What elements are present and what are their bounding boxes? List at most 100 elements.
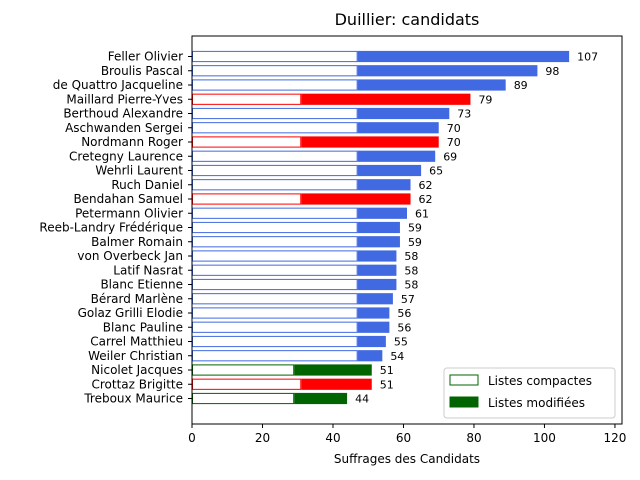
legend-label-modified: Listes modifiées — [488, 396, 585, 410]
y-tick-label: von Overbeck Jan — [77, 249, 183, 263]
bar-value-label: 58 — [404, 250, 418, 263]
bar-compact — [192, 364, 295, 376]
y-tick-label: Ruch Daniel — [111, 178, 183, 192]
bar-modified — [301, 193, 411, 205]
bar-compact — [192, 350, 358, 362]
bar-compact — [192, 122, 358, 134]
legend-label-compact: Listes compactes — [488, 374, 592, 388]
bar-modified — [357, 179, 411, 191]
bar-value-label: 57 — [401, 293, 415, 306]
bar-value-label: 69 — [443, 150, 457, 163]
bar-value-label: 56 — [397, 321, 411, 334]
bar-modified — [357, 207, 407, 219]
bar-value-label: 107 — [577, 51, 598, 64]
bar-modified — [357, 122, 439, 134]
y-tick-label: Cretegny Laurence — [69, 149, 183, 163]
bar-compact — [192, 221, 358, 234]
bar-compact — [192, 93, 302, 105]
bar-value-label: 56 — [397, 307, 411, 320]
bar-value-label: 51 — [380, 364, 394, 377]
bar-compact — [192, 264, 358, 276]
bar-value-label: 61 — [415, 207, 429, 220]
x-tick-label: 120 — [603, 431, 626, 445]
bar-modified — [357, 236, 400, 248]
y-tick-label: Feller Olivier — [108, 50, 183, 64]
bar-modified — [301, 136, 439, 148]
y-tick-label: Crottaz Brigitte — [91, 377, 183, 391]
x-axis-label: Suffrages des Candidats — [334, 452, 480, 466]
plot-frame — [191, 35, 623, 425]
y-tick-label: Nicolet Jacques — [91, 363, 183, 377]
x-tick-label: 20 — [255, 431, 270, 445]
bar-compact — [192, 193, 302, 205]
x-tick-label: 60 — [396, 431, 411, 445]
bar-modified — [301, 378, 372, 390]
bar-modified — [357, 164, 422, 177]
bar-modified — [357, 264, 397, 276]
y-tick-label: Reeb-Landry Frédérique — [39, 221, 183, 235]
chart-title: Duillier: candidats — [335, 10, 480, 29]
bar-compact — [192, 179, 358, 191]
bar-modified — [357, 221, 400, 234]
bar-value-label: 98 — [545, 65, 559, 78]
bar-value-label: 59 — [408, 222, 422, 235]
y-tick-label: Balmer Romain — [91, 235, 183, 249]
bar-value-label: 54 — [390, 350, 404, 363]
bar-modified — [357, 79, 506, 91]
bar-compact — [192, 278, 358, 291]
y-tick-label: Bérard Marlène — [91, 292, 183, 306]
bar-compact — [192, 164, 358, 177]
bar-modified — [357, 107, 450, 120]
x-tick-label: 40 — [325, 431, 340, 445]
bar-compact — [192, 107, 358, 120]
y-tick-label: de Quattro Jacqueline — [53, 78, 183, 92]
bar-compact — [192, 392, 295, 405]
y-tick-label: Broulis Pascal — [101, 64, 183, 78]
bar-modified — [357, 250, 397, 262]
bar-compact — [192, 136, 302, 148]
legend-swatch-compact — [449, 374, 479, 386]
bar-compact — [192, 79, 358, 91]
bar-compact — [192, 207, 358, 219]
bar-value-label: 79 — [478, 93, 492, 106]
bar-modified — [301, 93, 471, 105]
bar-value-label: 73 — [457, 108, 471, 121]
y-tick-label: Carrel Matthieu — [90, 335, 183, 349]
y-tick-label: Golaz Grilli Elodie — [78, 306, 183, 320]
bar-modified — [357, 350, 383, 362]
bar-compact — [192, 335, 358, 348]
legend: Listes compactes Listes modifiées — [443, 367, 616, 419]
legend-box — [443, 367, 616, 419]
y-tick-label: Blanc Etienne — [100, 278, 183, 292]
bar-value-label: 62 — [419, 193, 433, 206]
y-tick-label: Wehrli Laurent — [95, 164, 183, 178]
bar-value-label: 70 — [447, 122, 461, 135]
y-tick-label: Blanc Pauline — [103, 320, 183, 334]
bar-value-label: 55 — [394, 336, 408, 349]
bar-compact — [192, 321, 358, 333]
bar-modified — [357, 65, 538, 77]
y-tick-label: Nordmann Roger — [81, 135, 183, 149]
bar-modified — [357, 150, 436, 162]
bar-compact — [192, 293, 358, 305]
bar-modified — [294, 364, 372, 376]
bar-modified — [357, 278, 397, 291]
bar-modified — [357, 335, 386, 348]
bar-compact — [192, 378, 302, 390]
legend-swatch-modified — [449, 396, 479, 408]
bar-value-label: 51 — [380, 378, 394, 391]
x-tick-label: 100 — [533, 431, 556, 445]
x-tick-label: 0 — [188, 431, 196, 445]
x-tick-label: 80 — [466, 431, 481, 445]
bar-modified — [357, 307, 390, 319]
bar-modified — [357, 321, 390, 333]
bar-compact — [192, 50, 358, 63]
bar-value-label: 59 — [408, 236, 422, 249]
bar-compact — [192, 150, 358, 162]
bar-modified — [294, 392, 348, 405]
y-tick-label: Berthoud Alexandre — [63, 107, 183, 121]
bar-compact — [192, 307, 358, 319]
bar-modified — [357, 293, 393, 305]
